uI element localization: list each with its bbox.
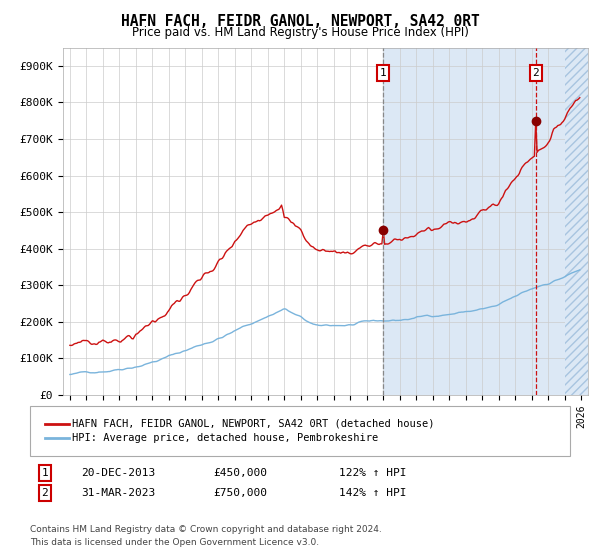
Text: £450,000: £450,000 [213, 468, 267, 478]
Bar [565, 48, 588, 395]
Text: Price paid vs. HM Land Registry's House Price Index (HPI): Price paid vs. HM Land Registry's House … [131, 26, 469, 39]
Text: HPI: Average price, detached house, Pembrokeshire: HPI: Average price, detached house, Pemb… [72, 433, 378, 443]
Text: HAFN FACH, FEIDR GANOL, NEWPORT, SA42 0RT: HAFN FACH, FEIDR GANOL, NEWPORT, SA42 0R… [121, 14, 479, 29]
Text: 1: 1 [41, 468, 49, 478]
Text: Contains HM Land Registry data © Crown copyright and database right 2024.: Contains HM Land Registry data © Crown c… [30, 525, 382, 534]
Text: 2: 2 [532, 68, 539, 78]
Text: 1: 1 [379, 68, 386, 78]
Bar [383, 48, 588, 395]
Text: 31-MAR-2023: 31-MAR-2023 [81, 488, 155, 498]
Text: 2: 2 [41, 488, 49, 498]
Text: 20-DEC-2013: 20-DEC-2013 [81, 468, 155, 478]
Text: 142% ↑ HPI: 142% ↑ HPI [339, 488, 407, 498]
Text: 122% ↑ HPI: 122% ↑ HPI [339, 468, 407, 478]
Text: HAFN FACH, FEIDR GANOL, NEWPORT, SA42 0RT (detached house): HAFN FACH, FEIDR GANOL, NEWPORT, SA42 0R… [72, 419, 434, 429]
Text: £750,000: £750,000 [213, 488, 267, 498]
Text: This data is licensed under the Open Government Licence v3.0.: This data is licensed under the Open Gov… [30, 538, 319, 547]
